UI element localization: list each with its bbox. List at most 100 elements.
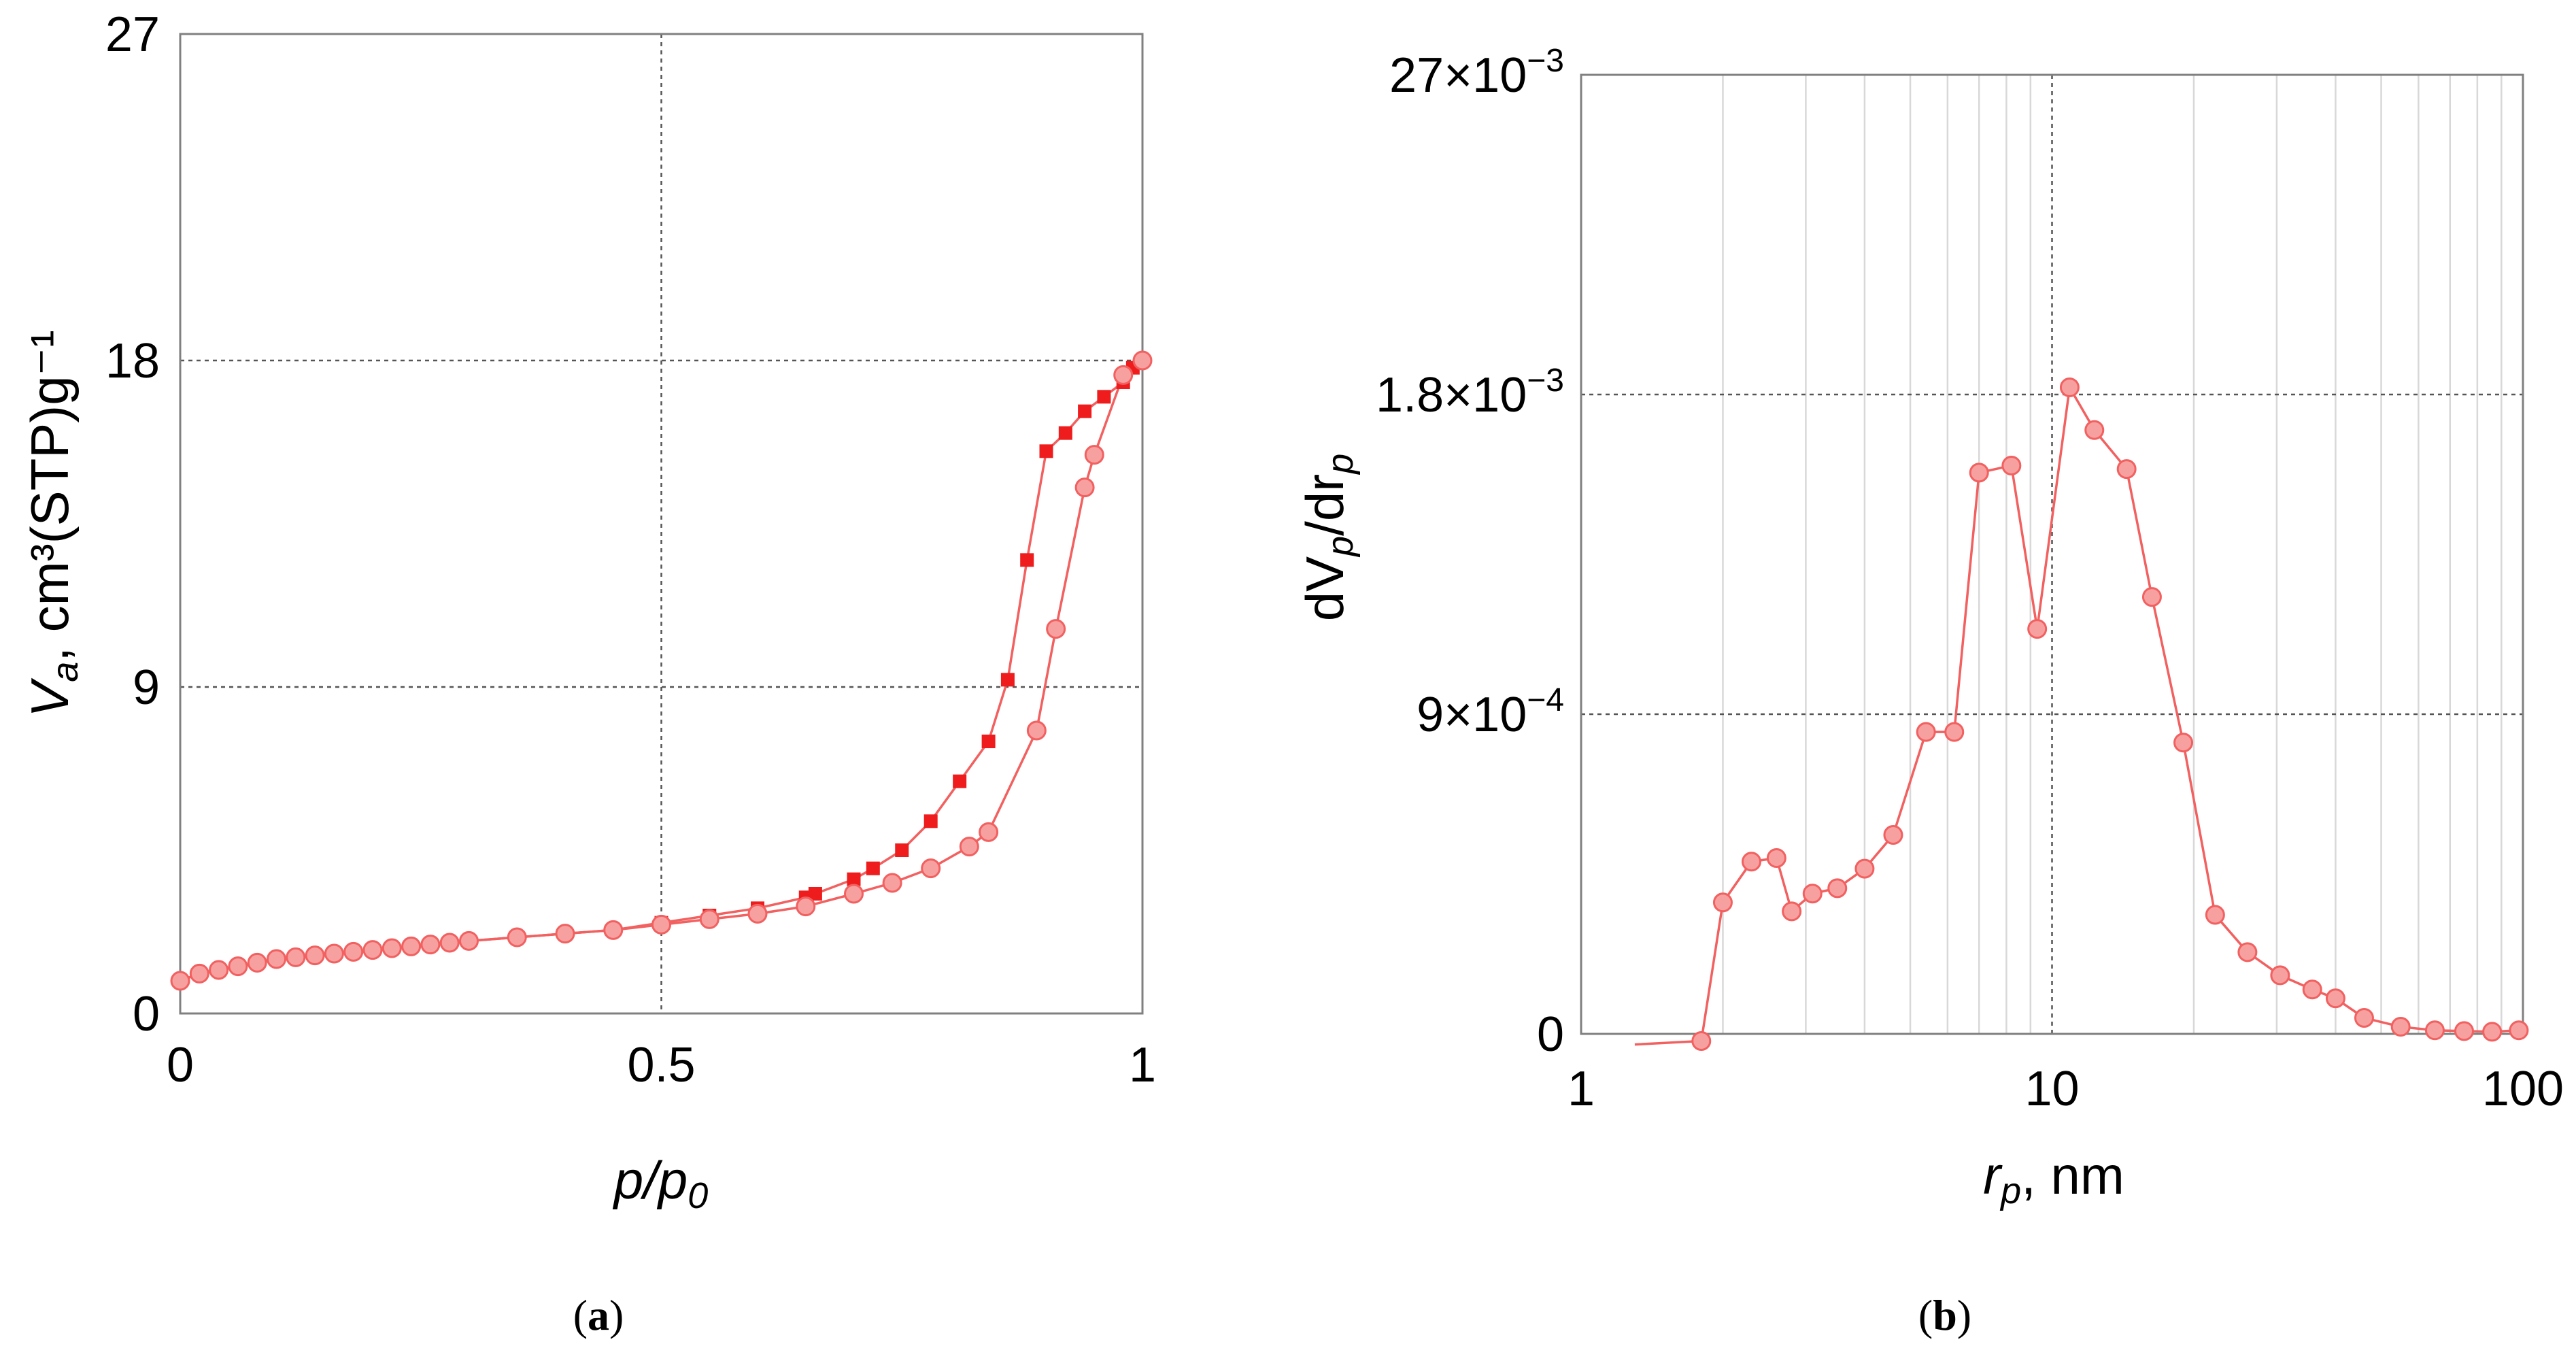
chart-a-markers — [170, 350, 1153, 991]
chart-a-desorption-point — [921, 858, 941, 879]
chart-a-desorption-point — [882, 873, 902, 893]
chart-b-data-point — [1802, 884, 1823, 904]
chart-a-adsorption-point — [1097, 390, 1111, 404]
chart-a-y-tick-labels: 0 9 18 27 — [105, 7, 160, 1041]
chart-b-data-point — [2354, 1008, 2374, 1028]
chart-a-desorption-point — [286, 947, 306, 967]
chart-b-gridlines — [1581, 75, 2523, 1034]
chart-b-y-axis-title-a-sub: p — [1320, 536, 1361, 558]
chart-b-data-point — [2482, 1022, 2503, 1042]
chart-a-adsorption-point — [1058, 426, 1072, 440]
chart-a-panel-label-letter: a — [588, 1291, 609, 1339]
chart-b-data-point — [2001, 455, 2022, 475]
chart-a-y-axis-title-sub: a — [45, 662, 86, 682]
chart-b-panel-label-close: ) — [1957, 1291, 1971, 1339]
chart-b-data-point — [2270, 965, 2290, 986]
chart-b-y-tick-label: 0 — [1537, 1007, 1564, 1062]
chart-a-desorption-point — [959, 837, 979, 857]
chart-a-panel-label-close: ) — [609, 1291, 624, 1339]
chart-b-y-tick-exponent: −3 — [1527, 43, 1564, 79]
chart-b-y-tick-exponent: −3 — [1527, 363, 1564, 399]
chart-a-desorption-point — [1113, 365, 1134, 385]
chart-a-plot-frame — [179, 33, 1144, 1015]
chart-b-panel-label: (b) — [1918, 1291, 1971, 1339]
chart-a-desorption-point — [247, 952, 267, 973]
chart-a-desorption-point — [1026, 720, 1047, 741]
chart-b-data-point — [1712, 892, 1733, 913]
chart-b-y-tick-mantissa: 27×10 — [1389, 48, 1527, 103]
chart-a-y-tick-label: 18 — [105, 334, 160, 388]
chart-b-x-tick-label: 10 — [2024, 1062, 2079, 1116]
chart-b-data-point — [1944, 722, 1965, 742]
chart-b-x-tick-label: 100 — [2482, 1062, 2564, 1116]
chart-a-desorption-point — [382, 938, 402, 958]
chart-a-desorption-point — [651, 914, 671, 935]
chart-b-data-point — [1916, 722, 1936, 742]
chart-b-minor-gridlines — [1722, 75, 2503, 1034]
chart-b-x-axis-title: rp, nm — [1983, 1145, 2124, 1211]
chart-b-data-point — [2059, 378, 2080, 398]
chart-b-data-point — [1741, 852, 1761, 872]
chart-b-data-point — [2390, 1017, 2411, 1037]
chart-a-y-axis-title-var: V — [20, 677, 80, 718]
chart-b-data-point — [2509, 1020, 2529, 1041]
chart-a-x-axis-title-sub: 0 — [688, 1175, 708, 1216]
chart-b-panel-label-open: ( — [1918, 1291, 1933, 1339]
chart-a-desorption-point — [439, 933, 460, 953]
chart-a-desorption-point — [267, 949, 286, 969]
chart-a-desorption-point — [1074, 477, 1095, 498]
chart-a-desorption-point — [844, 884, 864, 904]
chart-b-data-point — [2424, 1020, 2445, 1041]
chart-a-adsorption-point — [981, 735, 996, 748]
chart-a-x-axis-title: p/p0 — [613, 1150, 708, 1216]
chart-a-desorption-point — [209, 960, 229, 980]
chart-b-y-tick-labels: 09×10−41.8×10−327×10−3 — [1376, 43, 1564, 1062]
chart-a-desorption-point — [362, 940, 383, 960]
chart-b-data-point — [1969, 463, 1989, 483]
chart-a-adsorption-point — [1020, 553, 1034, 567]
chart-a-desorption-point — [747, 903, 768, 924]
chart-a-desorption-point — [305, 945, 325, 966]
chart-a-y-tick-label: 0 — [133, 987, 160, 1041]
chart-a-desorption-point — [979, 822, 999, 842]
chart-a-y-axis-title-rest: , cm³(STP)g⁻¹ — [20, 330, 80, 661]
chart-a-adsorption-point — [808, 887, 822, 901]
chart-a-desorption-point — [507, 927, 527, 947]
chart-a-x-tick-label: 0.5 — [627, 1038, 695, 1092]
chart-b-data-point — [1766, 848, 1786, 868]
chart-b-data-point — [2173, 733, 2194, 753]
chart-b-data-point — [2116, 459, 2137, 480]
chart-b-data-point — [1827, 878, 1848, 899]
chart-a-desorption-point — [1132, 350, 1153, 371]
chart-b-x-axis-title-sub: p — [1999, 1171, 2021, 1211]
chart-b-y-tick-mantissa: 9×10 — [1417, 688, 1527, 742]
chart-b-data-point — [2141, 587, 2162, 607]
chart-b-y-tick-exponent: −4 — [1527, 682, 1564, 718]
chart-b-markers — [1691, 378, 2529, 1051]
chart-b-x-tick-label: 1 — [1567, 1062, 1595, 1116]
chart-b-x-tick-labels: 1 10 100 — [1567, 1062, 2564, 1116]
chart-b-data-point — [1854, 858, 1875, 879]
chart-b-plot-frame — [1580, 73, 2524, 1035]
chart-a-y-tick-label: 27 — [105, 7, 160, 62]
chart-b-data-point — [1782, 901, 1802, 922]
chart-a-adsorption-point — [1039, 444, 1053, 458]
chart-a-desorption-point — [796, 896, 816, 917]
chart-b-y-tick-label: 1.8×10−3 — [1376, 363, 1564, 422]
chart-a-adsorption-point — [1078, 404, 1092, 418]
chart-b-y-axis-title: dVp/drp — [1295, 454, 1361, 622]
chart-b-y-tick-mantissa: 0 — [1537, 1007, 1564, 1062]
chart-a-x-tick-label: 1 — [1129, 1038, 1156, 1092]
chart-a-desorption-point — [401, 936, 422, 956]
chart-a-x-axis-title-main: p/p — [613, 1150, 688, 1210]
chart-b-data-point — [2325, 988, 2345, 1009]
chart-a-adsorption-point — [923, 814, 938, 828]
chart-a-desorption-point — [420, 935, 441, 955]
chart-a-desorption-point — [189, 963, 209, 984]
chart-b: 1 10 100 09×10−41.8×10−327×10−3 rp, nm dVp… — [1295, 43, 2564, 1339]
chart-b-series-lines — [1634, 384, 2520, 1046]
chart-a-desorption-point — [699, 909, 719, 929]
chart-b-x-axis-title-rest: , nm — [2021, 1145, 2124, 1205]
